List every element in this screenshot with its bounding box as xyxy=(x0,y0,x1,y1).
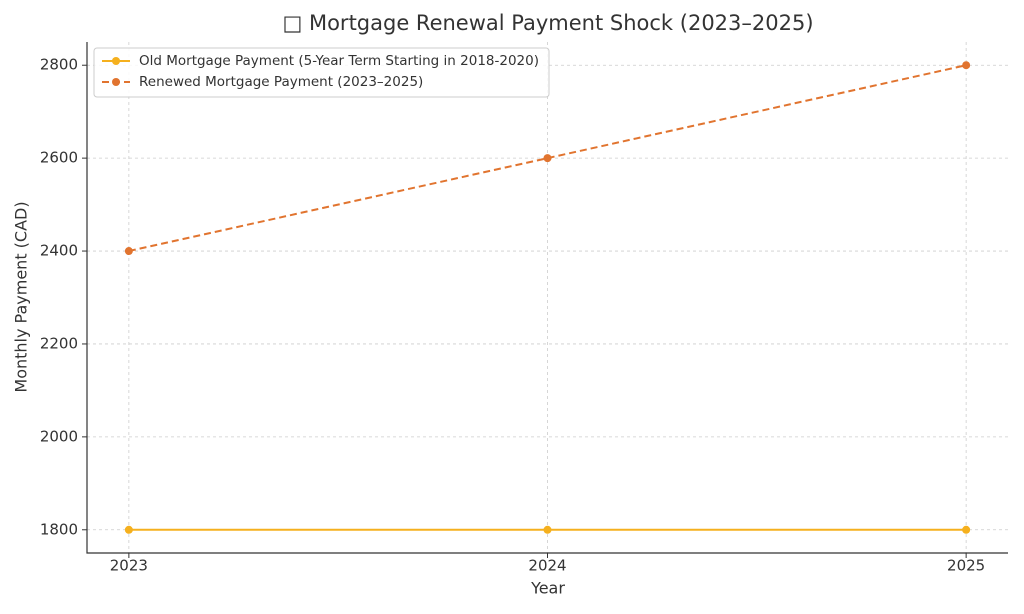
data-point xyxy=(124,247,133,256)
data-point xyxy=(543,154,552,163)
legend-label: Old Mortgage Payment (5-Year Term Starti… xyxy=(139,53,539,69)
y-tick-label: 2000 xyxy=(40,427,78,445)
x-tick-label: 2023 xyxy=(110,557,148,575)
legend: Old Mortgage Payment (5-Year Term Starti… xyxy=(93,47,550,98)
x-tick-label: 2024 xyxy=(528,557,566,575)
legend-marker xyxy=(112,57,120,65)
y-tick-label: 2800 xyxy=(40,56,78,74)
y-tick-label: 2200 xyxy=(40,334,78,352)
y-tick-label: 1800 xyxy=(40,520,78,538)
x-tick-label: 2025 xyxy=(947,557,985,575)
x-axis-label: Year xyxy=(530,579,565,598)
y-tick-label: 2400 xyxy=(40,242,78,260)
legend-box xyxy=(93,47,550,98)
data-point xyxy=(962,525,971,534)
data-point xyxy=(124,525,133,534)
legend-label: Renewed Mortgage Payment (2023–2025) xyxy=(139,74,423,90)
y-axis-label: Monthly Payment (CAD) xyxy=(12,201,31,392)
legend-marker xyxy=(112,78,120,86)
chart-title: □ Mortgage Renewal Payment Shock (2023–2… xyxy=(282,11,813,35)
y-tick-label: 2600 xyxy=(40,149,78,167)
data-point xyxy=(543,525,552,534)
axes-frame xyxy=(86,42,1008,554)
data-point xyxy=(962,61,971,70)
